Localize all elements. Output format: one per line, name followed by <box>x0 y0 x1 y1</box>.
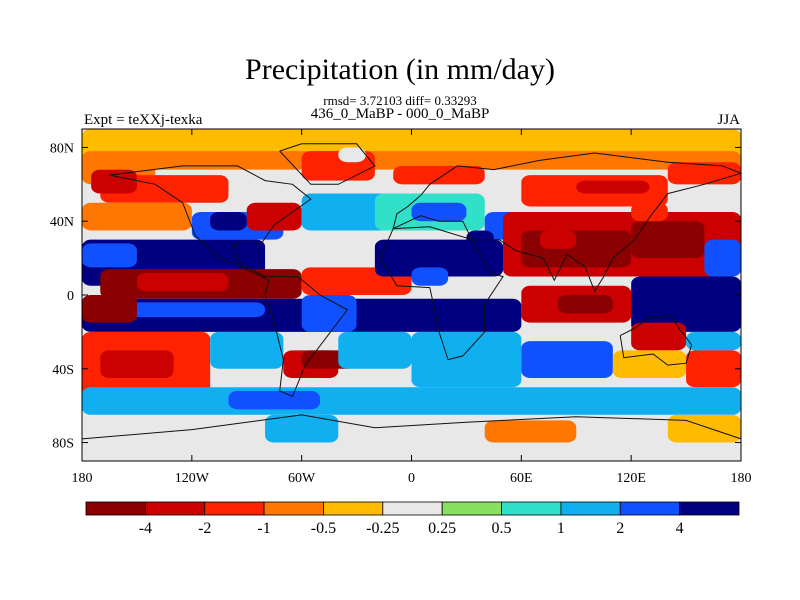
anomaly-region <box>210 212 247 231</box>
anomaly-region <box>704 239 741 277</box>
anomaly-region <box>100 302 266 318</box>
colorbar-label: 4 <box>676 520 684 537</box>
anomaly-region <box>100 350 174 378</box>
anomaly-region <box>686 331 741 351</box>
colorbar-label: -0.25 <box>366 520 399 537</box>
anomaly-region <box>82 202 192 231</box>
y-tick-label: 80S <box>52 437 74 452</box>
x-tick-label: 60E <box>510 471 533 486</box>
colorbar-swatch <box>144 501 206 516</box>
season-label: JJA <box>717 112 740 128</box>
comparison-line: 436_0_MaBP - 000_0_MaBP <box>310 106 490 122</box>
colorbar-label: -0.5 <box>311 520 336 537</box>
colorbar-swatch <box>441 501 502 516</box>
anomaly-region <box>228 390 320 410</box>
colorbar-label: -1 <box>257 520 270 537</box>
colorbar-label: 0.5 <box>492 520 512 537</box>
x-tick-label: 180 <box>72 471 93 486</box>
coastline <box>109 165 349 398</box>
y-tick-label: 80N <box>50 141 74 156</box>
colorbar-swatch <box>501 501 562 516</box>
colorbar-swatch <box>263 501 324 516</box>
anomaly-region <box>301 295 357 332</box>
coastlines <box>81 143 743 440</box>
anomaly-region <box>557 295 613 314</box>
anomaly-region <box>210 331 284 369</box>
x-tick-label: 0 <box>408 471 415 486</box>
anomaly-region <box>521 341 613 378</box>
anomaly-region <box>265 414 339 443</box>
anomaly-region <box>667 414 741 443</box>
anomaly-region <box>521 230 632 268</box>
stats-line: rmsd= 3.72103 diff= 0.33293 <box>323 93 477 108</box>
colorbar-swatch <box>382 501 443 516</box>
colorbar-swatch <box>204 501 265 516</box>
anomaly-region <box>686 350 741 388</box>
anomaly-region <box>246 202 302 231</box>
anomaly-field <box>82 129 741 461</box>
colorbar-label: 0.25 <box>428 520 456 537</box>
coastline <box>279 143 376 185</box>
coastline <box>619 314 693 366</box>
x-tick-label: 120W <box>175 471 210 486</box>
colorbar-swatch <box>85 501 146 516</box>
anomaly-region <box>82 414 741 461</box>
anomaly-region <box>136 272 229 292</box>
colorbar-swatch <box>560 501 621 516</box>
anomaly-region <box>631 322 687 351</box>
anomaly-region <box>557 390 668 410</box>
coastline <box>392 152 743 293</box>
anomaly-region <box>301 230 375 249</box>
anomaly-region <box>667 162 741 185</box>
anomaly-region <box>338 331 412 369</box>
experiment-label: Expt = teXXj-texka <box>84 112 203 128</box>
anomaly-region <box>374 239 504 277</box>
colorbar-label: -2 <box>198 520 211 537</box>
anomaly-region <box>82 295 137 323</box>
coastline <box>379 226 504 361</box>
x-tick-label: 120E <box>616 471 646 486</box>
anomaly-region <box>393 165 485 185</box>
x-tick-label: 180 <box>731 471 752 486</box>
anomaly-region <box>91 169 137 194</box>
colorbar-swatch <box>323 501 384 516</box>
anomaly-region <box>631 202 668 222</box>
colorbar-swatch <box>679 501 740 516</box>
colorbar-label: 1 <box>557 520 565 537</box>
chart-title: Precipitation (in mm/day) <box>245 53 555 86</box>
anomaly-region <box>411 267 449 286</box>
coastline <box>81 414 742 440</box>
anomaly-region <box>576 180 650 194</box>
axes: 180 120W 60W 0 60E 120E 180 80N 40N 0 40S 80S <box>50 129 752 486</box>
anomaly-region <box>484 420 577 443</box>
anomaly-region <box>82 243 137 268</box>
anomaly-region <box>539 230 577 249</box>
colorbar: -4 -2 -1 -0.5 -0.25 0.25 0.5 1 2 4 <box>85 501 740 537</box>
anomaly-region <box>631 276 741 332</box>
colorbar-swatch <box>619 501 681 516</box>
x-tick-label: 60W <box>288 471 316 486</box>
anomaly-region <box>301 193 394 231</box>
anomaly-region <box>411 331 522 388</box>
y-tick-label: 40S <box>52 363 74 378</box>
anomaly-region <box>631 221 705 259</box>
y-tick-label: 0 <box>67 289 74 304</box>
anomaly-region <box>411 202 467 222</box>
y-tick-label: 40N <box>50 215 74 230</box>
colorbar-label: 2 <box>616 520 624 537</box>
colorbar-label: -4 <box>139 520 152 537</box>
anomaly-region <box>338 147 366 163</box>
